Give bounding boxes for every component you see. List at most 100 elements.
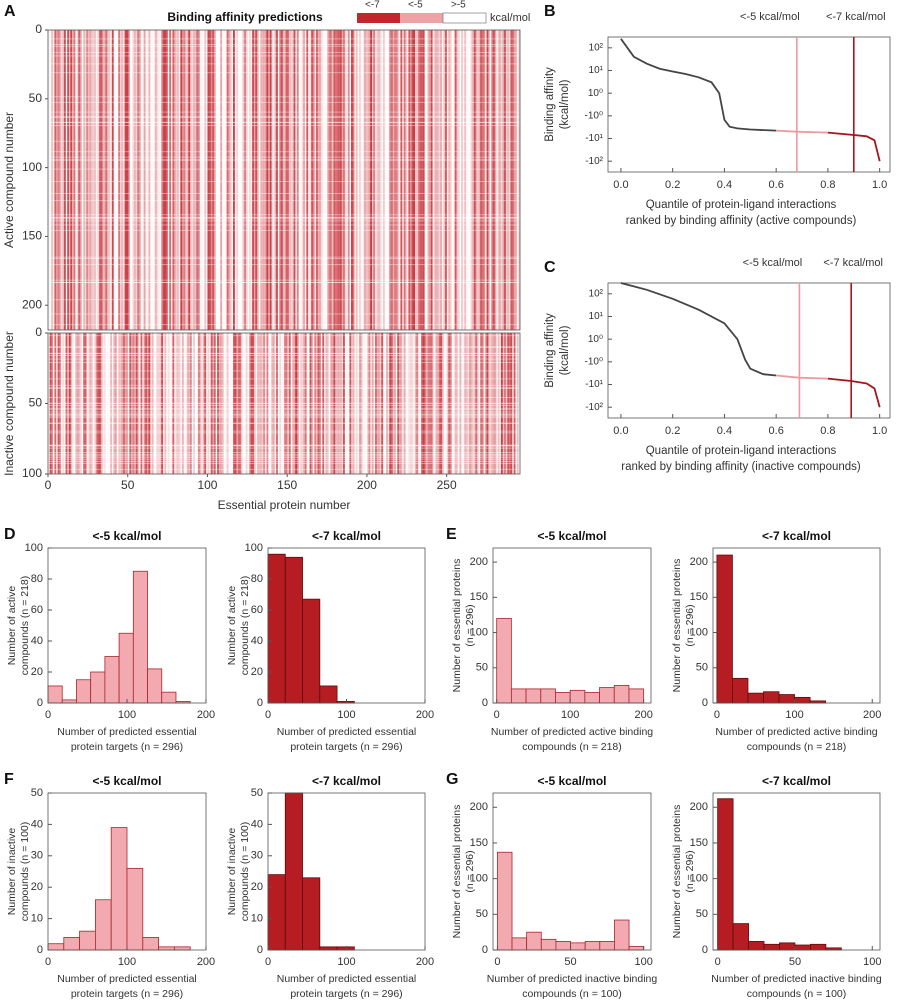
heatmap-texture [48,335,520,337]
heatmap-texture [48,388,520,389]
heatmap-texture [312,30,315,330]
heatmap-texture [486,30,489,330]
y-axis-label: Number of essential proteins [671,559,683,693]
x-axis-label: Number of predicted essential [57,973,197,985]
heatmap-texture [48,51,520,53]
colorbar-label: >-5 [451,0,466,11]
heatmap-texture [392,30,395,330]
heatmap-texture [186,30,189,330]
x-tick-label: 100 [561,709,579,721]
plot-frame [712,792,881,951]
y-tick-label: 100 [470,626,488,638]
x-tick-label: 0.2 [665,425,680,437]
heatmap-texture [510,30,513,330]
bar [47,943,65,951]
heatmap-texture [48,63,520,65]
heatmap-texture [48,444,520,446]
heatmap-texture [419,30,422,330]
heatmap-texture [507,30,510,330]
heatmap-texture [48,430,520,432]
y-tick-label: 30 [251,850,263,862]
heatmap-texture [138,30,141,330]
y-tick-label: 150 [690,837,708,849]
heatmap-texture [445,30,447,330]
chart-title: <-5 kcal/mol [92,529,161,543]
bar [173,946,191,951]
y-tick-label: -10² [585,402,603,413]
heatmap-texture [48,55,520,57]
plot-frame [47,29,521,331]
colorbar-swatch [400,13,443,23]
chart-title: <-5 kcal/mol [537,774,606,788]
y-axis-label: Number of essential proteins [451,805,463,939]
heatmap-texture [456,30,459,330]
x-tick-label: 0 [715,956,721,968]
colorbar-label: <-5 [408,0,423,11]
heatmap-texture [105,30,108,330]
bar [747,692,764,704]
heatmap-texture [48,96,520,98]
panel-letter: D [4,526,16,543]
heatmap-texture [48,468,520,470]
y-tick-label: 10 [31,913,43,925]
heatmap-texture [311,30,314,330]
bar [132,570,148,704]
heatmap-texture [448,30,451,330]
heatmap-texture [336,30,339,330]
heatmap-texture [449,30,452,330]
heatmap-texture [339,30,342,330]
bar [511,937,528,951]
x-axis-label: Number of predicted active binding [715,726,877,738]
x-axis-label: protein targets (n = 296) [290,988,402,1000]
heatmap-texture [48,461,520,463]
y-tick-label: 10 [251,913,263,925]
y-axis-label: compounds (n = 100) [239,822,251,922]
heatmap-texture [79,30,82,330]
y-axis-label: Number of inactive [226,828,238,916]
y-tick-label: 100 [22,160,42,174]
heatmap-texture [355,30,358,330]
heatmap-texture [370,30,373,330]
heatmap-texture [84,30,87,330]
heatmap-texture [48,193,520,194]
heatmap-texture [48,378,520,380]
heatmap-texture [382,30,385,330]
y-tick-label: 100 [690,873,708,885]
bar [599,687,615,704]
x-axis-label: compounds (n = 218) [522,741,622,753]
y-axis-label: (n = 296) [684,850,696,892]
heatmap-texture [193,30,196,330]
heatmap-texture [76,30,79,330]
line-series [776,374,828,380]
bar [716,554,733,704]
y-axis-label: Number of active [226,586,238,666]
y-tick-label: -10² [585,156,603,167]
heatmap-texture [52,30,55,330]
heatmap-texture [48,407,520,409]
heatmap-texture [172,30,175,330]
heatmap-texture [390,30,393,330]
heatmap-texture [272,30,275,330]
heatmap-texture [413,30,416,330]
heatmap-texture [48,413,520,415]
heatmap-texture [513,30,516,330]
heatmap-texture [494,30,497,330]
heatmap-texture [280,30,283,330]
heatmap-texture [416,30,419,330]
heatmap-texture [470,30,473,330]
y-tick-label: 50 [251,787,263,799]
y-axis-label: (n = 296) [464,604,476,646]
heatmap-texture [134,30,137,330]
x-tick-label: 100 [635,956,653,968]
line-series [620,38,777,132]
heatmap-texture [48,352,520,354]
heatmap-texture [440,30,443,330]
heatmap-texture [430,30,433,330]
heatmap-texture [366,30,369,330]
bar [540,938,557,951]
y-tick-label: 200 [690,801,708,813]
heatmap-texture [48,256,520,258]
bar [555,941,571,951]
y-tick-label: 100 [22,466,42,480]
